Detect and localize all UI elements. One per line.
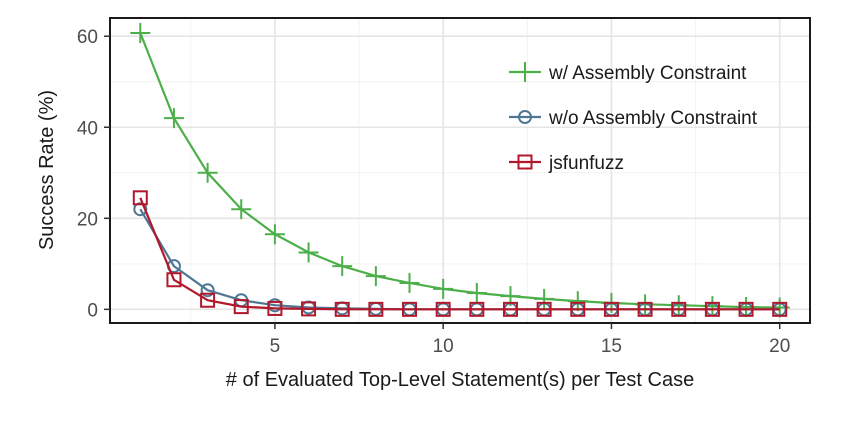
plot-border	[109, 17, 811, 324]
data-point	[603, 301, 619, 317]
data-point	[132, 190, 148, 206]
data-point	[197, 162, 218, 183]
x-tick-label: 5	[270, 336, 281, 357]
series-layer	[130, 23, 790, 318]
legend-item-1: w/ Assembly Constraint	[509, 62, 747, 84]
x-tick-label: 20	[769, 336, 790, 357]
x-tick-label: 15	[601, 336, 622, 357]
data-point	[301, 301, 317, 317]
data-point	[200, 292, 216, 308]
data-point	[466, 282, 487, 303]
data-point	[402, 301, 418, 317]
data-point	[567, 291, 588, 312]
y-tick-label: 20	[77, 209, 98, 230]
legend-label: w/ Assembly Constraint	[548, 63, 747, 84]
series-3	[132, 190, 788, 317]
data-point	[637, 301, 653, 317]
y-tick-label: 40	[77, 118, 98, 139]
x-tick-label: 10	[433, 336, 454, 357]
data-point	[233, 299, 249, 315]
y-tick-label: 0	[87, 300, 98, 321]
data-point	[267, 300, 283, 316]
y-axis-title: Success Rate (%)	[36, 90, 58, 250]
data-point	[435, 301, 451, 317]
legend-marker	[518, 110, 532, 124]
data-point	[534, 288, 555, 309]
plot-background	[110, 18, 810, 323]
axis-ticks: 5 10 15 20 0 20 40 60	[77, 27, 790, 357]
data-point	[334, 301, 350, 317]
data-point	[502, 301, 518, 317]
legend-marker	[517, 154, 533, 170]
grid-lines	[110, 18, 810, 323]
data-point	[231, 199, 252, 220]
data-point	[536, 301, 552, 317]
data-point	[368, 301, 384, 317]
data-point	[772, 301, 788, 317]
legend-item-2: w/o Assembly Constraint	[509, 108, 758, 129]
data-point	[399, 272, 420, 293]
data-point	[570, 301, 586, 317]
data-point	[469, 301, 485, 317]
data-point	[298, 242, 319, 263]
data-point	[433, 278, 454, 299]
data-point	[332, 256, 353, 277]
legend-label: w/o Assembly Constraint	[548, 108, 758, 129]
data-point	[671, 301, 687, 317]
data-point	[163, 108, 184, 129]
legend-item-3: jsfunfuzz	[509, 153, 624, 174]
data-point	[200, 283, 215, 298]
y-tick-label: 60	[77, 27, 98, 48]
data-point	[166, 272, 182, 288]
data-point	[738, 301, 754, 317]
data-point	[133, 202, 148, 217]
data-point	[365, 266, 386, 287]
data-point	[264, 224, 285, 245]
legend: w/ Assembly Constraint w/o Assembly Const…	[509, 62, 758, 174]
legend-label: jsfunfuzz	[548, 153, 624, 174]
x-axis-title: # of Evaluated Top-Level Statement(s) pe…	[226, 369, 694, 391]
data-point	[704, 301, 720, 317]
legend-marker	[515, 62, 535, 82]
data-point	[130, 23, 151, 44]
